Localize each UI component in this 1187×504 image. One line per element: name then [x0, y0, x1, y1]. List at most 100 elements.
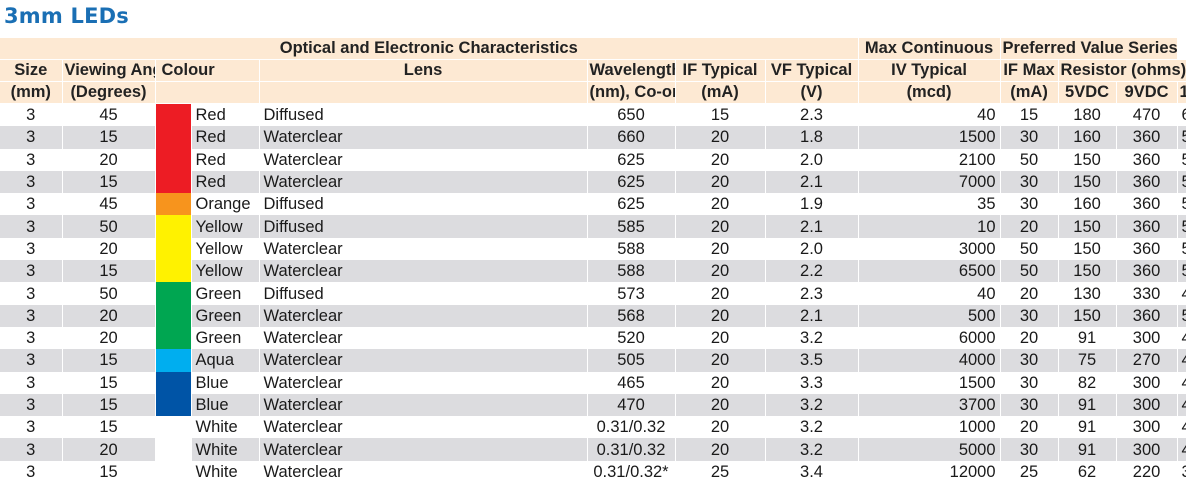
cell-resistor-9vdc: 360 [1116, 304, 1178, 327]
cell-viewing-angle: 45 [62, 193, 156, 216]
cell-wavelength: 470 [587, 393, 676, 417]
cell-wavelength: 505 [587, 349, 676, 372]
cell-wavelength: 588 [587, 260, 676, 283]
cell-resistor-12vdc: 430 [1177, 371, 1187, 394]
cell-vf-typical: 3.4 [765, 460, 859, 484]
cell-colour: Red [191, 170, 260, 194]
cell-lens: Diffused [259, 282, 588, 305]
cell-vf-typical: 3.2 [765, 416, 859, 439]
cell-if-typical: 20 [675, 215, 766, 238]
cell-colour: Blue [191, 371, 260, 394]
cell-viewing-angle: 15 [62, 126, 156, 149]
cell-vf-typical: 3.3 [765, 371, 859, 394]
cell-resistor-9vdc: 300 [1116, 393, 1178, 417]
cell-resistor-9vdc: 360 [1116, 170, 1178, 194]
cell-vf-typical: 3.5 [765, 349, 859, 372]
cell-resistor-9vdc: 470 [1116, 103, 1178, 127]
cell-if-typical: 20 [675, 148, 766, 171]
colour-swatch [155, 326, 192, 350]
cell-size: 3 [0, 237, 63, 261]
cell-vf-typical: 1.9 [765, 193, 859, 216]
cell-colour: Yellow [191, 237, 260, 261]
cell-if-typical: 20 [675, 393, 766, 417]
cell-size: 3 [0, 393, 63, 417]
cell-resistor-5vdc: 160 [1058, 193, 1117, 216]
cell-viewing-angle: 15 [62, 416, 156, 439]
cell-if-max: 30 [1000, 393, 1059, 417]
cell-if-max: 20 [1000, 215, 1059, 238]
cell-resistor-5vdc: 150 [1058, 215, 1117, 238]
cell-lens: Waterclear [259, 416, 588, 439]
cell-size: 3 [0, 438, 63, 461]
cell-if-typical: 20 [675, 282, 766, 305]
cell-vf-typical: 2.3 [765, 282, 859, 305]
cell-size: 3 [0, 215, 63, 238]
cell-iv-typical: 3700 [858, 393, 1001, 417]
cell-wavelength: 0.31/0.32 [587, 438, 676, 461]
cell-resistor-9vdc: 300 [1116, 326, 1178, 350]
cell-resistor-5vdc: 180 [1058, 103, 1117, 127]
cell-colour: Green [191, 282, 260, 305]
cell-resistor-5vdc: 160 [1058, 126, 1117, 149]
header-ifmax-unit: (mA) [1000, 81, 1059, 104]
cell-vf-typical: 2.1 [765, 215, 859, 238]
cell-if-max: 50 [1000, 237, 1059, 261]
cell-if-max: 30 [1000, 126, 1059, 149]
header-preferred-series: Preferred Value Series [1000, 38, 1178, 60]
header-size: Size [0, 59, 63, 82]
colour-swatch [155, 393, 192, 417]
cell-viewing-angle: 15 [62, 349, 156, 372]
cell-viewing-angle: 20 [62, 438, 156, 461]
cell-size: 3 [0, 103, 63, 127]
cell-resistor-12vdc: 430 [1177, 349, 1187, 372]
cell-iv-typical: 1500 [858, 371, 1001, 394]
cell-iv-typical: 6000 [858, 326, 1001, 350]
cell-resistor-12vdc: 510 [1177, 148, 1187, 171]
cell-size: 3 [0, 126, 63, 149]
header-iv-unit: (mcd) [858, 81, 1001, 104]
cell-viewing-angle: 15 [62, 260, 156, 283]
cell-resistor-9vdc: 330 [1116, 282, 1178, 305]
cell-size: 3 [0, 460, 63, 484]
header-colour: Colour [155, 59, 260, 82]
cell-viewing-angle: 50 [62, 282, 156, 305]
colour-swatch [155, 170, 192, 194]
cell-iv-typical: 1500 [858, 126, 1001, 149]
header-5vdc: 5VDC [1058, 81, 1117, 104]
cell-resistor-12vdc: 430 [1177, 438, 1187, 461]
cell-colour: Yellow [191, 260, 260, 283]
cell-iv-typical: 1000 [858, 416, 1001, 439]
header-wavelength-unit: (nm), Co-ordinates [587, 81, 676, 104]
cell-resistor-12vdc: 430 [1177, 393, 1187, 417]
colour-swatch [155, 260, 192, 283]
cell-if-typical: 20 [675, 371, 766, 394]
cell-if-typical: 25 [675, 460, 766, 484]
cell-wavelength: 0.31/0.32 [587, 416, 676, 439]
cell-resistor-12vdc: 510 [1177, 193, 1187, 216]
cell-resistor-5vdc: 150 [1058, 304, 1117, 327]
cell-iv-typical: 4000 [858, 349, 1001, 372]
cell-vf-typical: 1.8 [765, 126, 859, 149]
cell-lens: Waterclear [259, 237, 588, 261]
cell-resistor-5vdc: 62 [1058, 460, 1117, 484]
cell-wavelength: 588 [587, 237, 676, 261]
cell-viewing-angle: 15 [62, 393, 156, 417]
header-optical-group: Optical and Electronic Characteristics [0, 38, 859, 60]
table-row: 320YellowWaterclear588202.03000501503605… [0, 237, 1187, 261]
cell-vf-typical: 3.2 [765, 326, 859, 350]
cell-resistor-12vdc: 430 [1177, 416, 1187, 439]
header-if-typical: IF Typical [675, 59, 766, 82]
cell-if-max: 20 [1000, 282, 1059, 305]
cell-lens: Waterclear [259, 460, 588, 484]
cell-colour: Orange [191, 193, 260, 216]
cell-vf-typical: 3.2 [765, 438, 859, 461]
colour-swatch [155, 460, 192, 484]
header-12vdc: 12VDC [1177, 81, 1187, 104]
cell-viewing-angle: 20 [62, 148, 156, 171]
table-header: Optical and Electronic Characteristics M… [0, 38, 1187, 104]
cell-resistor-12vdc: 510 [1177, 237, 1187, 261]
cell-resistor-9vdc: 360 [1116, 215, 1178, 238]
